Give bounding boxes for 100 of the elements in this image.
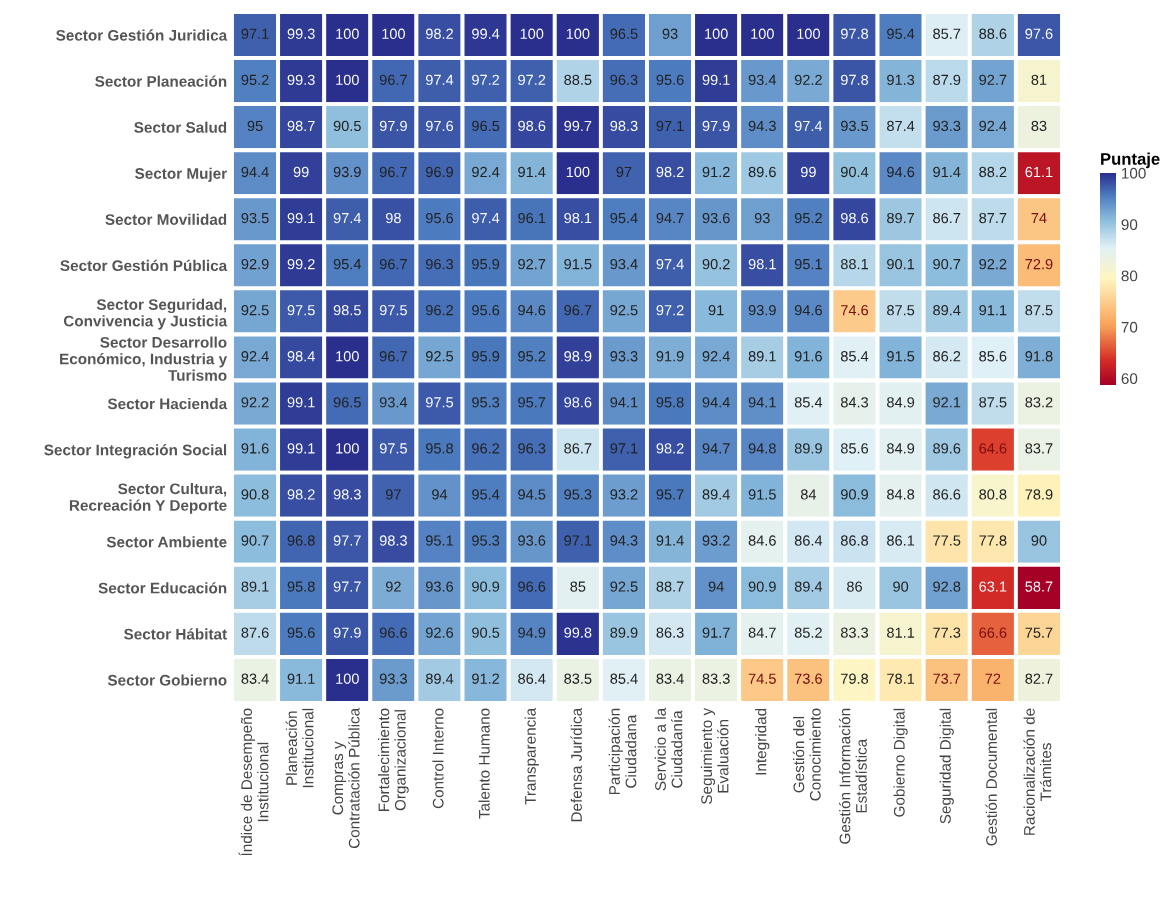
- data-label: 92.1: [933, 397, 961, 408]
- data-label: 94.1: [610, 397, 638, 408]
- data-label: 89.6: [933, 443, 961, 454]
- data-label: 78.1: [887, 673, 915, 684]
- data-label: 96.7: [379, 74, 407, 86]
- data-label: 80.8: [979, 489, 1007, 500]
- y-tick-label: Sector Seguridad, Convivencia y Justicia: [63, 298, 228, 330]
- data-label: 83.4: [241, 673, 269, 684]
- data-label: 97.1: [656, 120, 684, 132]
- data-label: 84: [800, 489, 817, 500]
- x-tick-label: Gobierno Digital: [893, 708, 908, 817]
- data-label: 90.8: [241, 489, 269, 500]
- data-label: 99.4: [472, 28, 500, 39]
- data-label: 99.3: [287, 28, 315, 39]
- data-label: 97.6: [1025, 28, 1053, 39]
- data-label: 100: [751, 28, 774, 39]
- data-label: 96.3: [425, 258, 454, 270]
- data-label: 89.6: [748, 166, 776, 178]
- x-tick-label: Defensa Jurídica: [570, 707, 582, 822]
- data-label: 92.4: [241, 351, 269, 362]
- data-label: 93.6: [425, 581, 454, 592]
- data-label: 99.1: [287, 443, 315, 454]
- data-label: 96.7: [564, 305, 592, 316]
- data-label: 94.6: [518, 305, 546, 316]
- data-label: 98.9: [564, 351, 592, 362]
- data-label: 95.8: [425, 443, 454, 454]
- data-label: 97.6: [425, 120, 454, 132]
- y-tick-label: Sector Gestión Juridica: [56, 29, 228, 41]
- data-label: 91.7: [702, 627, 730, 638]
- data-label: 85.2: [794, 627, 822, 638]
- data-label: 58.7: [1025, 581, 1053, 592]
- data-label: 89.9: [610, 627, 638, 638]
- data-label: 98: [385, 212, 401, 224]
- data-label: 98.2: [425, 28, 453, 39]
- data-label: 98.3: [333, 489, 361, 500]
- data-label: 94.6: [794, 305, 822, 316]
- data-label: 90.5: [333, 120, 361, 132]
- data-label: 74.5: [748, 673, 776, 684]
- data-label: 90.9: [472, 581, 500, 592]
- data-label: 95.6: [425, 212, 454, 224]
- data-label: 95.6: [656, 74, 684, 86]
- data-label: 93: [662, 28, 678, 39]
- x-tick-label: Participación Ciudadana: [608, 708, 637, 795]
- data-label: 97.8: [840, 28, 869, 39]
- data-label: 100: [336, 28, 359, 39]
- data-label: 99: [800, 166, 816, 178]
- data-label: 96.7: [379, 351, 407, 362]
- data-label: 100: [566, 166, 590, 178]
- color-bar-label: 60: [1121, 373, 1138, 385]
- data-label: 91.2: [702, 166, 730, 178]
- data-label: 91.9: [656, 351, 684, 362]
- data-label: 92.2: [241, 397, 269, 408]
- data-label: 77.3: [933, 627, 961, 638]
- data-label: 94.7: [656, 212, 684, 224]
- data-label: 96.8: [287, 535, 315, 546]
- data-label: 97: [616, 166, 632, 178]
- data-label: 84.8: [887, 489, 915, 500]
- data-label: 90.4: [840, 166, 869, 178]
- data-label: 91.2: [472, 673, 500, 684]
- data-label: 91.5: [748, 489, 776, 500]
- data-label: 96.5: [333, 397, 361, 408]
- data-label: 95.9: [472, 258, 500, 270]
- data-label: 97.1: [610, 443, 638, 454]
- data-label: 61.1: [1025, 166, 1053, 178]
- y-tick-label: Sector Ambiente: [106, 536, 227, 548]
- data-label: 87.7: [979, 212, 1007, 224]
- y-tick-label: Sector Cultura, Recreación Y Deporte: [69, 482, 227, 514]
- data-label: 94.4: [241, 166, 269, 178]
- data-label: 99.8: [564, 627, 592, 638]
- data-label: 85.4: [794, 397, 823, 408]
- data-label: 97.5: [287, 305, 315, 316]
- data-label: 87.4: [887, 120, 915, 132]
- data-label: 100: [336, 673, 359, 684]
- data-label: 94.4: [702, 397, 730, 408]
- data-label: 97.9: [379, 120, 407, 132]
- data-label: 92.8: [933, 581, 961, 592]
- data-label: 83.7: [1025, 443, 1053, 454]
- data-label: 81: [1031, 74, 1047, 86]
- data-label: 83.3: [702, 673, 730, 684]
- data-label: 84.3: [840, 397, 869, 408]
- data-label: 93.3: [933, 120, 961, 132]
- data-label: 72: [985, 673, 1001, 684]
- data-label: 83.2: [1025, 397, 1053, 408]
- data-label: 96.3: [518, 443, 546, 454]
- data-label: 96.6: [379, 627, 407, 638]
- data-label: 91.1: [287, 673, 315, 684]
- data-label: 97.1: [564, 535, 592, 546]
- data-label: 92.9: [241, 258, 269, 270]
- data-label: 97.4: [656, 258, 684, 270]
- data-label: 92: [385, 581, 401, 592]
- x-tick-label: Gestión Documental: [985, 708, 997, 846]
- data-label: 93.9: [333, 166, 361, 178]
- color-bar-label: 90: [1121, 219, 1138, 231]
- data-label: 85.4: [840, 351, 869, 362]
- x-tick-label: Gestión Información Estadística: [838, 708, 867, 844]
- data-label: 87.5: [887, 305, 915, 316]
- color-bar-label: 70: [1121, 321, 1138, 333]
- data-label: 99.3: [287, 74, 315, 86]
- data-label: 89.4: [425, 673, 454, 684]
- data-label: 89.9: [794, 443, 822, 454]
